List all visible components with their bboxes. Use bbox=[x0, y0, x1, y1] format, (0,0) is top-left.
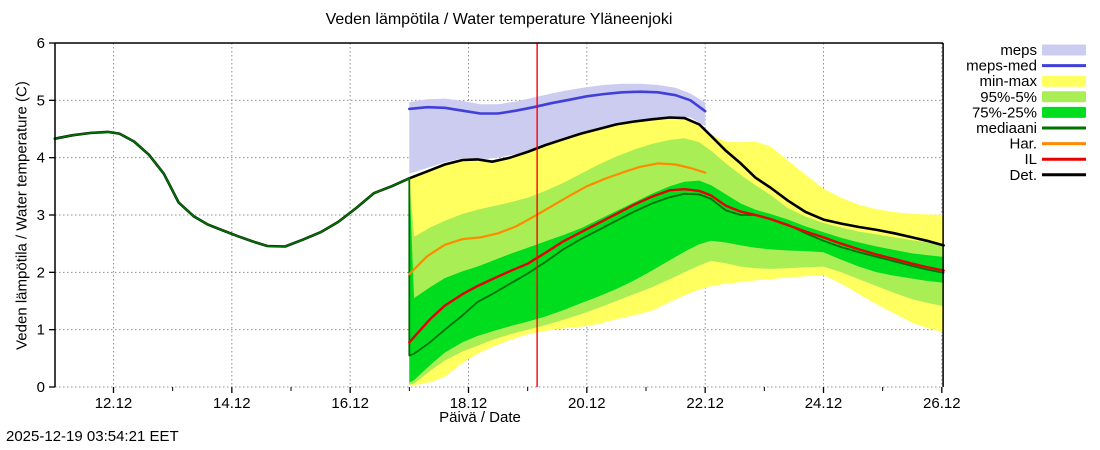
x-tick-label: 24.12 bbox=[805, 395, 843, 412]
y-tick-label: 1 bbox=[37, 322, 45, 339]
legend-label-min-max: min-max bbox=[979, 73, 1037, 90]
legend-label-Det.: Det. bbox=[1009, 167, 1037, 184]
y-tick-label: 5 bbox=[37, 92, 45, 109]
band-95%-5% bbox=[409, 138, 944, 385]
legend-label-meps: meps bbox=[1000, 42, 1037, 59]
legend-label-meps-med: meps-med bbox=[966, 58, 1037, 75]
x-axis-label: Päivä / Date bbox=[439, 409, 521, 426]
legend-label-95%-5%: 95%-5% bbox=[980, 89, 1037, 106]
y-tick-label: 3 bbox=[37, 207, 45, 224]
x-tick-label: 12.12 bbox=[95, 395, 133, 412]
y-tick-label: 6 bbox=[37, 35, 45, 52]
legend-label-IL: IL bbox=[1024, 151, 1037, 168]
legend-label-75%-25%: 75%-25% bbox=[972, 104, 1037, 121]
legend-swatch-meps bbox=[1042, 44, 1086, 56]
line-meps-med bbox=[407, 90, 707, 115]
chart-title: Veden lämpötila / Water temperature Ylän… bbox=[325, 11, 673, 28]
y-tick-label: 2 bbox=[37, 264, 45, 281]
band-meps bbox=[409, 83, 706, 174]
legend-label-mediaani: mediaani bbox=[976, 120, 1037, 137]
line-IL bbox=[408, 187, 945, 344]
y-axis-label: Veden lämpötila / Water temperature (C) bbox=[13, 81, 31, 350]
generation-timestamp: 2025-12-19 03:54:21 EET bbox=[6, 428, 179, 445]
x-tick-label: 14.12 bbox=[213, 395, 251, 412]
x-tick-label: 22.12 bbox=[686, 395, 724, 412]
x-tick-label: 20.12 bbox=[568, 395, 606, 412]
band-75%-25% bbox=[409, 178, 944, 383]
line-Har. bbox=[408, 162, 707, 276]
legend-swatch-75%-25% bbox=[1042, 106, 1086, 118]
x-tick-label: 26.12 bbox=[923, 395, 961, 412]
legend-swatch-95%-5% bbox=[1042, 91, 1086, 103]
legend-label-Har.: Har. bbox=[1009, 136, 1037, 153]
y-tick-label: 0 bbox=[37, 379, 45, 396]
x-tick-label: 18.12 bbox=[450, 395, 488, 412]
y-tick-label: 4 bbox=[37, 150, 45, 167]
x-tick-label: 16.12 bbox=[331, 395, 369, 412]
legend-swatch-min-max bbox=[1042, 75, 1086, 87]
